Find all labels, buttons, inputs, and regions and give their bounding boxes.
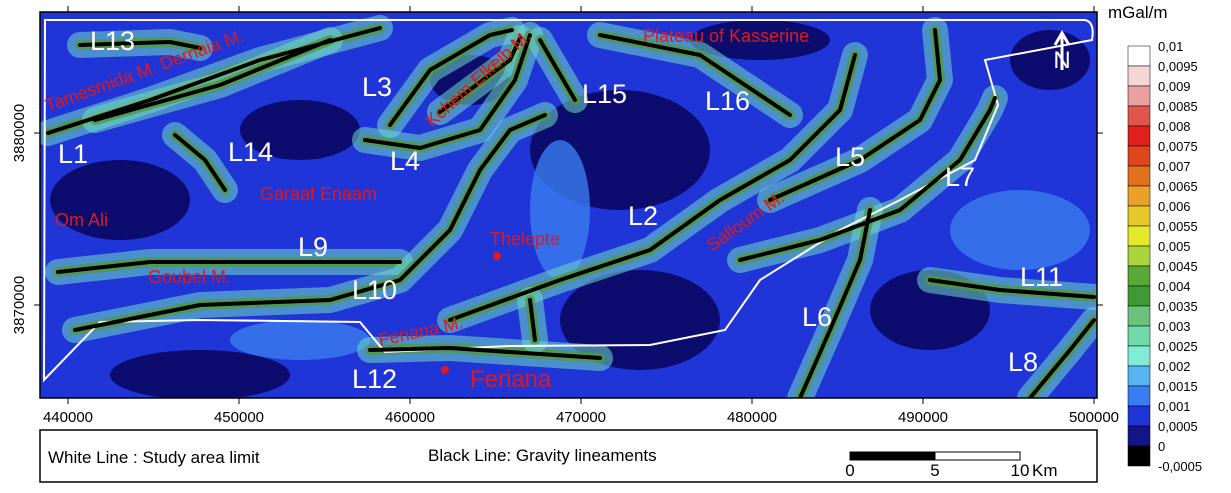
map-label: L5 xyxy=(835,142,865,172)
map-label: L12 xyxy=(352,364,397,394)
colorbar-label: 0,0075 xyxy=(1158,139,1198,154)
colorbar-label: 0,005 xyxy=(1158,239,1191,254)
y-tick-label: 3870000 xyxy=(11,276,28,334)
colorbar-label: 0,004 xyxy=(1158,279,1191,294)
map-label: Garaat Enaam xyxy=(260,184,377,204)
map-label: L4 xyxy=(390,146,420,176)
colorbar-swatch xyxy=(1128,246,1150,266)
colorbar-label: 0,0085 xyxy=(1158,99,1198,114)
colorbar: mGal/m 0,01 0,0095 0,009 0,0085 0,008 0,0075 0… xyxy=(1108,3,1202,474)
colorbar-label: 0,007 xyxy=(1158,159,1191,174)
y-tick-label: 3880000 xyxy=(11,104,28,162)
map-label: L2 xyxy=(628,201,658,231)
colorbar-label: 0,0045 xyxy=(1158,259,1198,274)
map-label: L3 xyxy=(362,72,392,102)
map-label: L9 xyxy=(298,232,328,262)
colorbar-label: 0,003 xyxy=(1158,319,1191,334)
colorbar-swatch xyxy=(1128,266,1150,286)
colorbar-label: 0,0055 xyxy=(1158,219,1198,234)
x-tick-label: 460000 xyxy=(385,409,435,426)
colorbar-swatch xyxy=(1128,186,1150,206)
colorbar-swatch xyxy=(1128,206,1150,226)
colorbar-label: 0,0035 xyxy=(1158,299,1198,314)
colorbar-swatch xyxy=(1128,406,1150,426)
map-label: L16 xyxy=(705,86,750,116)
colorbar-swatch xyxy=(1128,106,1150,126)
town-marker xyxy=(493,252,501,260)
map-label: L13 xyxy=(90,26,135,56)
map-label: Plateau of Kasserine xyxy=(643,26,809,46)
colorbar-label: 0,006 xyxy=(1158,199,1191,214)
colorbar-label: 0,008 xyxy=(1158,119,1191,134)
x-tick-label: 450000 xyxy=(214,409,264,426)
colorbar-label: 0,001 xyxy=(1158,399,1191,414)
colorbar-label: 0,0005 xyxy=(1158,419,1198,434)
map-label: L8 xyxy=(1008,347,1038,377)
x-tick-label: 500000 xyxy=(1069,409,1119,426)
scale-segment xyxy=(935,452,1020,460)
town-marker xyxy=(441,366,449,374)
colorbar-label: 0,01 xyxy=(1158,39,1183,54)
map-label: L11 xyxy=(1020,262,1063,292)
map-figure: L13Tamesmida M. Dernaia M.L3Kchem Elkelb… xyxy=(0,0,1231,488)
colorbar-swatch xyxy=(1128,346,1150,366)
colorbar-label: 0,009 xyxy=(1158,79,1191,94)
map-label: Thelepte xyxy=(490,229,560,249)
map-label: L10 xyxy=(352,275,397,305)
x-tick-label: 490000 xyxy=(898,409,948,426)
north-label: N xyxy=(1053,47,1070,74)
map-label: L1 xyxy=(58,139,88,169)
map-label: Feriana xyxy=(470,366,552,393)
colorbar-label: 0,0095 xyxy=(1158,59,1198,74)
colorbar-label: 0,0025 xyxy=(1158,339,1198,354)
colorbar-swatch xyxy=(1128,286,1150,306)
colorbar-swatch xyxy=(1128,66,1150,86)
colorbar-swatch xyxy=(1128,86,1150,106)
colorbar-label: 0,0015 xyxy=(1158,379,1198,394)
colorbar-label: -0,0005 xyxy=(1158,459,1202,474)
map-label: L14 xyxy=(228,137,273,167)
colorbar-unit: mGal/m xyxy=(1108,3,1168,22)
colorbar-swatch xyxy=(1128,126,1150,146)
colorbar-swatch xyxy=(1128,146,1150,166)
x-tick-label: 470000 xyxy=(556,409,606,426)
colorbar-label: 0 xyxy=(1158,439,1165,454)
map-label: Om Ali xyxy=(55,210,108,230)
colorbar-swatch xyxy=(1128,386,1150,406)
scale-segment xyxy=(850,452,935,460)
x-tick-label: 440000 xyxy=(43,409,93,426)
colorbar-swatch xyxy=(1128,226,1150,246)
map-label: Goubel M. xyxy=(148,267,231,287)
colorbar-swatch xyxy=(1128,426,1150,446)
scale-unit: Km xyxy=(1032,461,1058,480)
legend-black-line: Black Line: Gravity lineaments xyxy=(428,446,657,465)
legend-white-line: White Line : Study area limit xyxy=(48,448,260,467)
colorbar-swatch xyxy=(1128,326,1150,346)
colorbar-swatch xyxy=(1128,366,1150,386)
map-label: L6 xyxy=(802,302,832,332)
scale-label: 5 xyxy=(930,461,939,480)
colorbar-swatch xyxy=(1128,446,1150,466)
scale-label: 0 xyxy=(845,461,854,480)
map-label: L7 xyxy=(945,162,975,192)
colorbar-swatch xyxy=(1128,46,1150,66)
colorbar-swatch xyxy=(1128,306,1150,326)
colorbar-swatch xyxy=(1128,166,1150,186)
colorbar-label: 0,0065 xyxy=(1158,179,1198,194)
map-label: L15 xyxy=(582,79,627,109)
colorbar-label: 0,002 xyxy=(1158,359,1191,374)
x-tick-label: 480000 xyxy=(727,409,777,426)
scale-label: 10 xyxy=(1011,461,1030,480)
